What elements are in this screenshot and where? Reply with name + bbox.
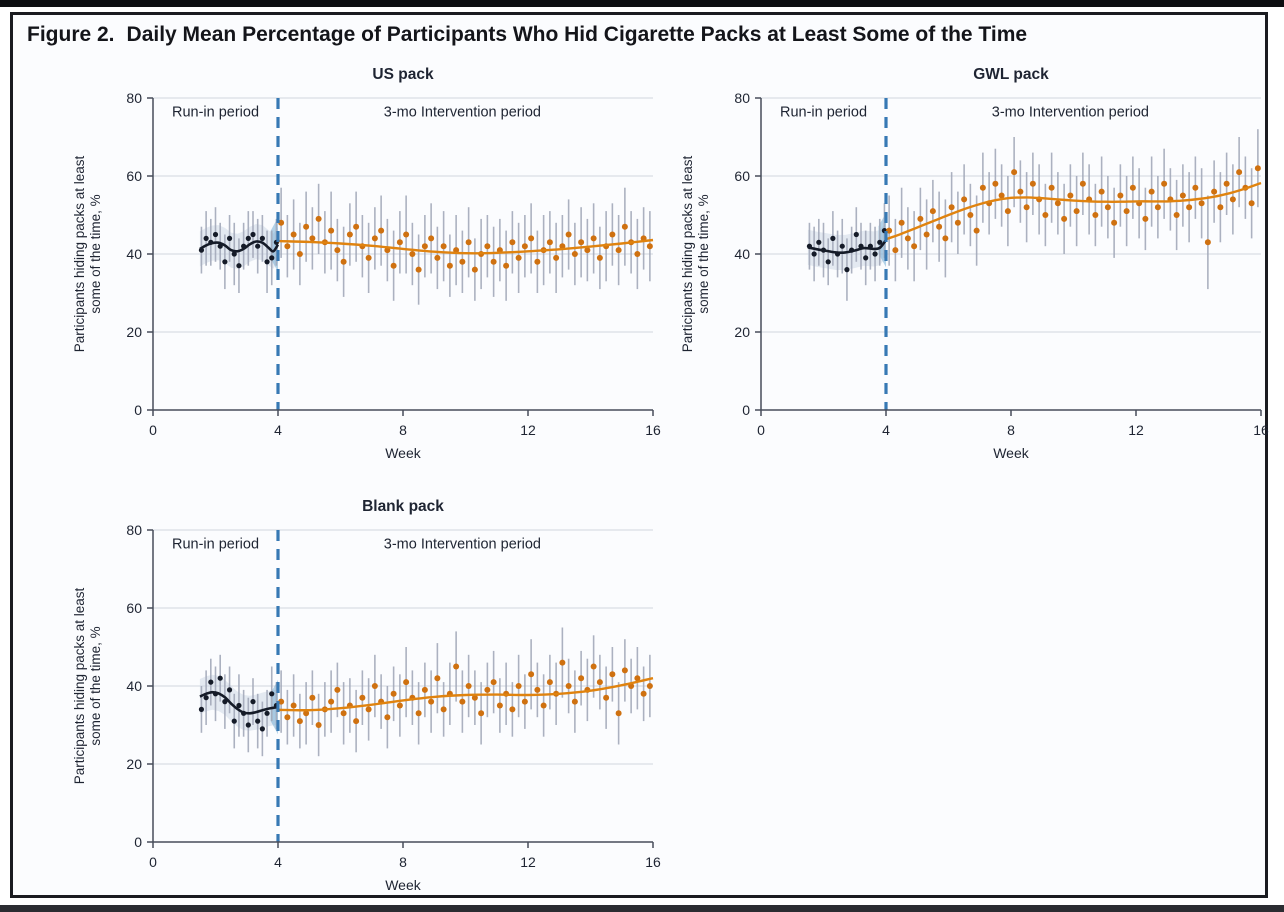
x-axis-label: Week <box>385 877 422 893</box>
y-axis-label-line-2: some of the time, % <box>88 194 103 313</box>
svg-text:4: 4 <box>274 854 282 870</box>
tick-labels: 0 20 40 60 80 0 4 8 12 16 <box>126 90 661 438</box>
y-axis-label-line-2: some of the time, % <box>88 626 103 745</box>
svg-text:20: 20 <box>126 324 142 340</box>
svg-text:40: 40 <box>126 246 142 262</box>
chart-panel-us-pack: 0 20 40 60 80 0 4 8 12 16 US pack Run-in period 3-mo… <box>58 58 668 478</box>
intervention-period-label: 3-mo Intervention period <box>384 104 541 120</box>
svg-text:80: 80 <box>734 90 750 106</box>
svg-text:60: 60 <box>126 600 142 616</box>
chart-panel-blank-pack: 0 20 40 60 80 0 4 8 12 16 Blank pack Run-in period 3… <box>58 490 668 910</box>
svg-text:40: 40 <box>734 246 750 262</box>
chart-panel-gwl-pack: 0 20 40 60 80 0 4 8 12 16 GWL pack Run-in period 3-m… <box>666 58 1276 478</box>
tick-labels: 0 20 40 60 80 0 4 8 12 16 <box>734 90 1269 438</box>
svg-text:16: 16 <box>1253 422 1269 438</box>
figure-title: Figure 2. Daily Mean Percentage of Partic… <box>27 23 1027 47</box>
svg-text:20: 20 <box>734 324 750 340</box>
panel-svg: 0 20 40 60 80 0 4 8 12 16 Blank pack Run-in period 3… <box>72 498 661 893</box>
svg-text:80: 80 <box>126 90 142 106</box>
svg-text:8: 8 <box>399 422 407 438</box>
panel-title: Blank pack <box>362 498 444 515</box>
svg-text:60: 60 <box>126 168 142 184</box>
tick-labels: 0 20 40 60 80 0 4 8 12 16 <box>126 522 661 870</box>
svg-text:80: 80 <box>126 522 142 538</box>
svg-text:0: 0 <box>134 834 142 850</box>
panel-svg: 0 20 40 60 80 0 4 8 12 16 US pack Run-in period 3-mo… <box>72 66 661 461</box>
svg-text:8: 8 <box>399 854 407 870</box>
svg-text:0: 0 <box>742 402 750 418</box>
svg-text:16: 16 <box>645 422 661 438</box>
svg-text:12: 12 <box>520 854 536 870</box>
axes <box>147 97 654 416</box>
run-in-period-label: Run-in period <box>172 104 259 120</box>
svg-text:60: 60 <box>734 168 750 184</box>
panel-title: GWL pack <box>973 66 1049 83</box>
top-rule <box>0 0 1284 7</box>
svg-text:12: 12 <box>1128 422 1144 438</box>
intervention-points <box>886 165 1261 254</box>
panel-title: US pack <box>372 66 434 83</box>
figure-frame: Figure 2. Daily Mean Percentage of Partic… <box>10 12 1269 898</box>
x-axis-label: Week <box>993 445 1030 461</box>
bottom-rule <box>0 905 1284 912</box>
x-axis-label: Week <box>385 445 422 461</box>
svg-text:4: 4 <box>882 422 890 438</box>
svg-text:0: 0 <box>149 854 157 870</box>
svg-text:20: 20 <box>126 756 142 772</box>
svg-text:40: 40 <box>126 678 142 694</box>
y-axis-label-line-1: Participants hiding packs at least <box>680 155 695 352</box>
svg-text:12: 12 <box>520 422 536 438</box>
intervention-trend-line <box>277 238 654 255</box>
figure-number: Figure 2. <box>27 23 115 46</box>
intervention-points <box>278 659 653 728</box>
run-in-period-label: Run-in period <box>172 536 259 552</box>
panel-svg: 0 20 40 60 80 0 4 8 12 16 GWL pack Run-in period 3-m… <box>680 66 1269 461</box>
axes <box>147 529 654 848</box>
figure-heading: Daily Mean Percentage of Participants Wh… <box>126 23 1028 46</box>
intervention-points <box>278 215 653 273</box>
svg-text:0: 0 <box>134 402 142 418</box>
run_in-trend-line <box>199 240 280 253</box>
intervention-trend-line <box>885 181 1262 241</box>
y-axis-label-line-2: some of the time, % <box>696 194 711 313</box>
svg-text:0: 0 <box>757 422 765 438</box>
run-in-period-label: Run-in period <box>780 104 867 120</box>
run_in-trend-line <box>807 239 888 254</box>
y-axis-label-line-1: Participants hiding packs at least <box>72 155 87 352</box>
gridlines <box>153 529 653 765</box>
svg-text:0: 0 <box>149 422 157 438</box>
svg-text:8: 8 <box>1007 422 1015 438</box>
intervention-period-label: 3-mo Intervention period <box>384 536 541 552</box>
svg-text:4: 4 <box>274 422 282 438</box>
intervention-trend-line <box>277 677 654 712</box>
axes <box>755 97 1262 416</box>
run_in-trend-line <box>199 690 279 715</box>
intervention-error-bars <box>888 129 1259 290</box>
gridlines <box>153 97 653 333</box>
intervention-period-label: 3-mo Intervention period <box>992 104 1149 120</box>
gridlines <box>761 97 1261 333</box>
svg-text:16: 16 <box>645 854 661 870</box>
y-axis-label-line-1: Participants hiding packs at least <box>72 587 87 784</box>
